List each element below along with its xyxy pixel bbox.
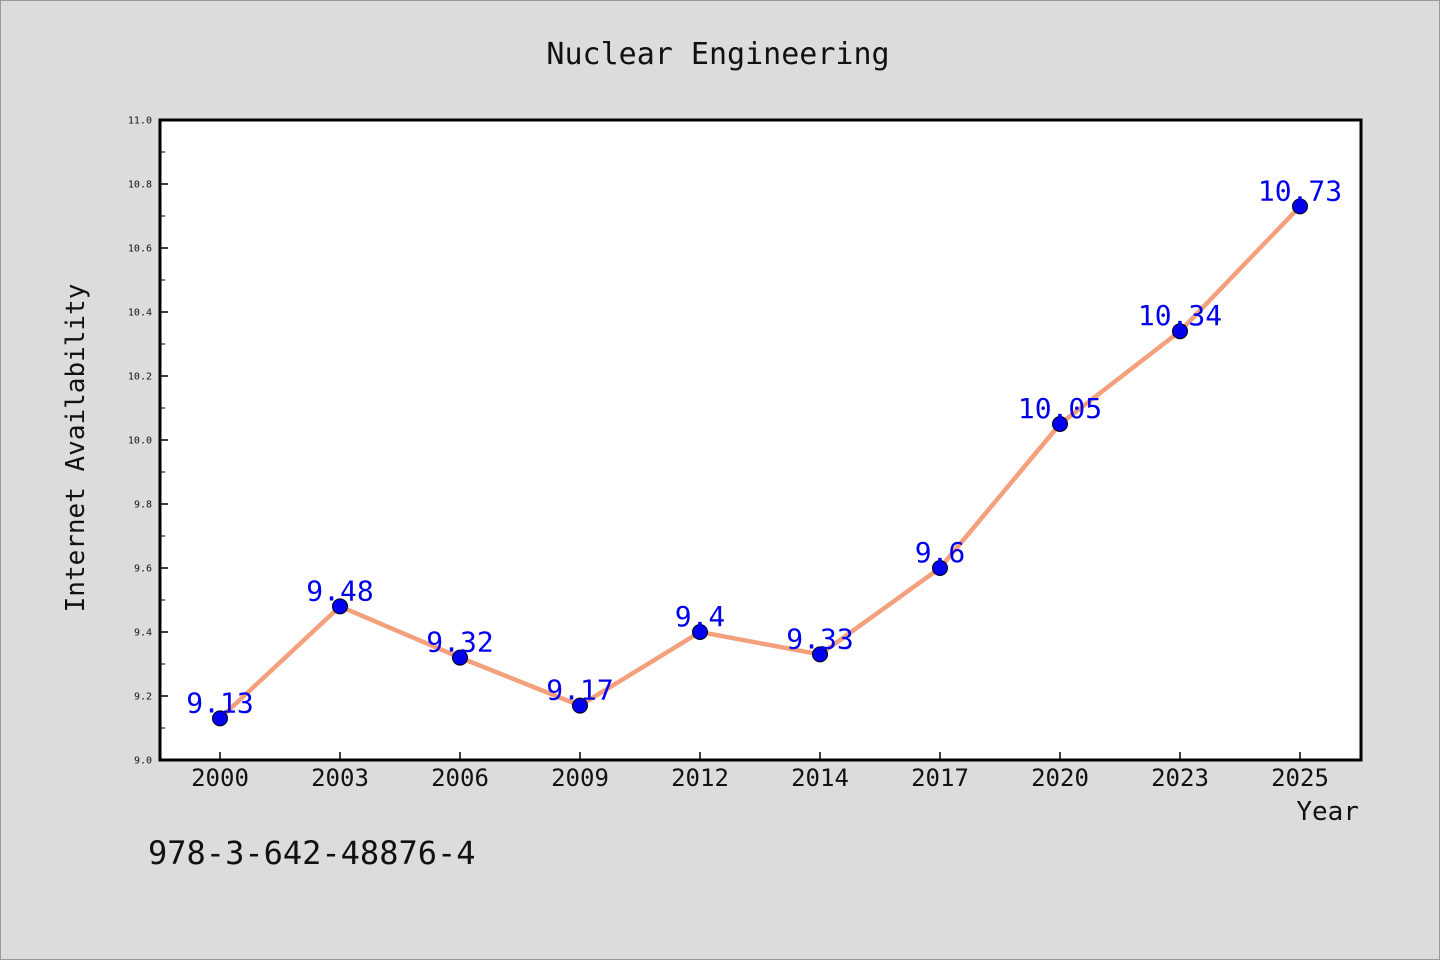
y-tick-label: 9.4 (134, 628, 152, 639)
y-tick-label: 10.4 (128, 308, 152, 319)
x-tick-label: 2000 (191, 764, 249, 792)
y-tick-label: 11.0 (128, 116, 152, 127)
x-tick-label: 2020 (1031, 764, 1089, 792)
x-tick-label: 2006 (431, 764, 489, 792)
data-label: 10.05 (1018, 392, 1102, 425)
data-point (692, 624, 708, 640)
data-label: 9.6 (915, 536, 966, 569)
y-tick-label: 9.2 (134, 692, 152, 703)
y-axis: 9.0 9.2 9.4 9.6 9.8 10.0 10.2 10.4 10.6 10.8 11.0 (128, 116, 168, 767)
data-label: 9.32 (426, 626, 493, 659)
plot-area (158, 118, 1363, 762)
data-point (1052, 416, 1068, 432)
data-point (572, 697, 588, 714)
y-axis-label: Internet Availability (61, 284, 91, 613)
footer-code: 978-3-642-48876-4 (148, 834, 476, 872)
data-label: 9.48 (306, 574, 373, 607)
y-tick-label: 9.8 (134, 500, 152, 511)
data-point (932, 560, 948, 576)
x-tick-label: 2014 (791, 764, 849, 792)
data-point (1172, 323, 1188, 340)
x-axis: 2000 2003 2006 2009 2012 2014 2017 2020 2023 2025 (191, 752, 1329, 792)
x-tick-label: 2003 (311, 764, 369, 792)
data-label: 9.13 (186, 686, 253, 719)
data-label: 9.17 (546, 674, 613, 707)
data-point (1292, 198, 1308, 215)
y-tick-label: 10.6 (128, 244, 152, 255)
y-tick-label: 9.6 (134, 564, 152, 575)
series-line (218, 204, 1302, 721)
x-axis-label: Year (1296, 797, 1359, 827)
data-point (212, 710, 228, 727)
series-layer (212, 198, 1308, 727)
data-labels: 9.13 9.48 9.32 9.17 9.4 9.33 9.6 10.05 10.34 10.7… (186, 174, 1342, 719)
y-tick-label: 10.0 (128, 436, 152, 447)
y-tick-label: 10.2 (128, 372, 152, 383)
data-label: 10.73 (1258, 174, 1342, 207)
x-tick-label: 2009 (551, 764, 609, 792)
data-point (332, 598, 348, 615)
chart-title: Nuclear Engineering (546, 37, 889, 72)
x-tick-label: 2017 (911, 764, 969, 792)
data-point (452, 649, 468, 666)
y-tick-label: 10.8 (128, 180, 152, 191)
x-tick-label: 2023 (1151, 764, 1209, 792)
data-point (812, 646, 828, 663)
x-tick-label: 2025 (1271, 764, 1329, 792)
data-label: 10.34 (1138, 299, 1222, 332)
data-label: 9.33 (786, 622, 853, 655)
x-tick-label: 2012 (671, 764, 729, 792)
y-tick-label: 9.0 (134, 756, 152, 767)
data-label: 9.4 (675, 600, 726, 633)
